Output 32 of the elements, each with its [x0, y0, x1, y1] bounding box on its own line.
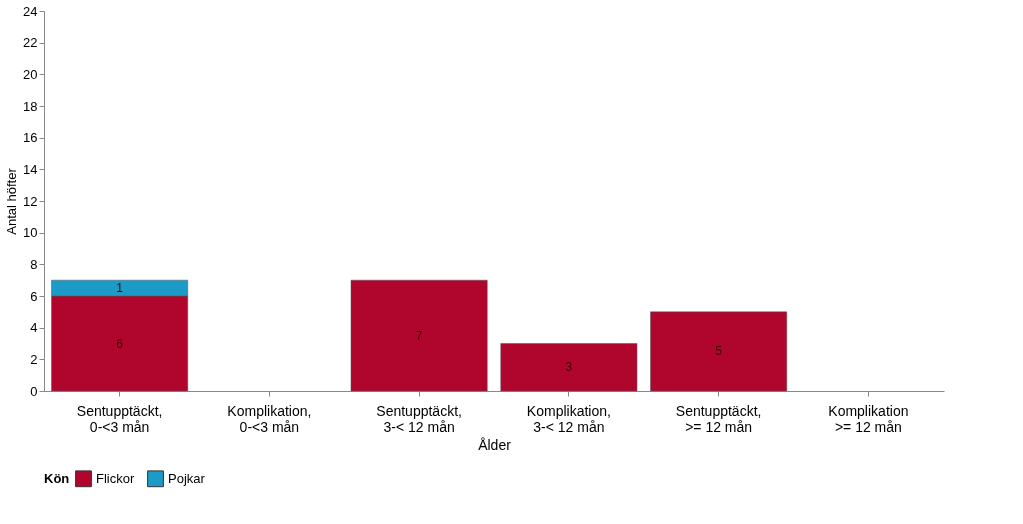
y-tick-label: 16: [23, 130, 38, 146]
y-tick-label: 4: [30, 320, 38, 336]
x-tick-label: Sentupptäckt, 3-< 12 mån: [376, 402, 462, 435]
y-tick-label: 0: [30, 383, 38, 399]
y-tick-label: 10: [23, 225, 38, 241]
bar: [650, 311, 788, 392]
x-tick-label: Komplikation >= 12 mån: [828, 402, 909, 435]
y-tick-label: 18: [23, 98, 38, 114]
y-tick-label: 14: [23, 161, 38, 177]
x-axis-title: Ålder: [478, 436, 512, 453]
data-label: 3: [565, 360, 573, 375]
y-axis-title: Antal höfter: [4, 167, 20, 235]
legend-label: Flickor: [96, 470, 135, 486]
x-tick-label: Sentupptäckt, 0-<3 mån: [76, 402, 163, 435]
x-tick-label: Komplikation, 0-<3 mån: [227, 402, 312, 435]
y-tick-label: 8: [30, 256, 38, 272]
data-label: 1: [116, 281, 124, 296]
x-tick-label: Komplikation, 3-< 12 mån: [526, 402, 611, 435]
y-tick-label: 2: [30, 351, 38, 367]
y-tick-label: 22: [23, 35, 38, 51]
bar: [350, 279, 488, 392]
bar: [500, 343, 638, 392]
data-label: 5: [715, 344, 723, 359]
legend-title: Kön: [44, 471, 70, 486]
x-tick-label: Sentupptäckt, >= 12 mån: [675, 402, 762, 435]
y-tick-label: 24: [23, 3, 38, 19]
y-tick-label: 12: [23, 193, 38, 209]
data-label: 7: [415, 328, 423, 343]
y-tick-label: 6: [30, 288, 38, 304]
legend-label: Pojkar: [168, 470, 206, 486]
y-tick-label: 20: [23, 66, 38, 82]
data-label: 6: [116, 336, 124, 351]
